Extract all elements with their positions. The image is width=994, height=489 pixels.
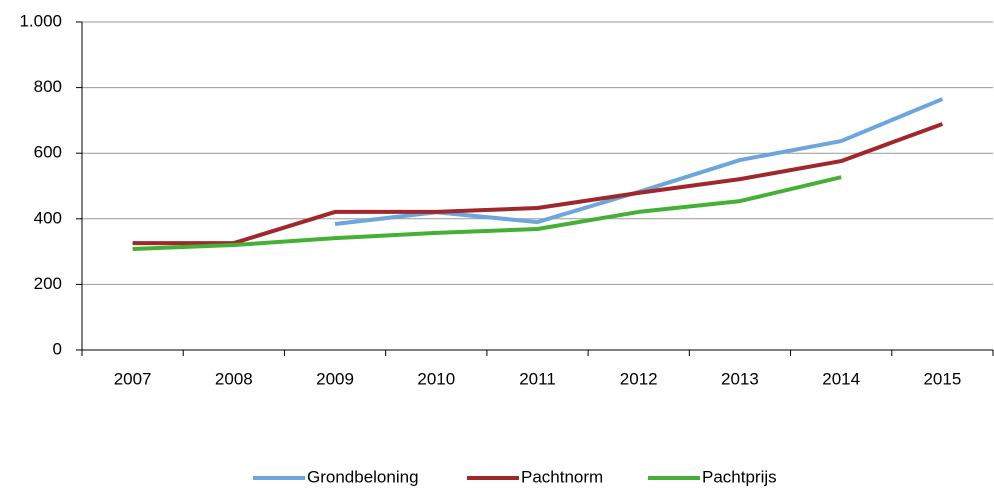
legend-label: Pachtprijs (702, 467, 777, 486)
legend-label: Grondbeloning (307, 467, 419, 486)
x-tick-label: 2008 (215, 369, 253, 388)
y-tick-label: 0 (53, 339, 62, 358)
y-tick-label: 200 (34, 274, 62, 293)
x-tick-label: 2011 (519, 369, 556, 388)
y-tick-label: 800 (34, 77, 62, 96)
x-tick-label: 2015 (923, 369, 961, 388)
x-tick-label: 2010 (417, 369, 455, 388)
x-tick-label: 2009 (316, 369, 354, 388)
x-tick-label: 2007 (114, 369, 152, 388)
y-tick-label: 1.000 (19, 11, 62, 30)
series-line (132, 122, 944, 246)
y-tick-label: 400 (34, 208, 62, 227)
y-tick-label: 600 (34, 143, 62, 162)
x-tick-label: 2013 (721, 369, 759, 388)
x-tick-label: 2014 (822, 369, 860, 388)
legend-label: Pachtnorm (521, 467, 603, 486)
series-line (132, 175, 842, 251)
x-tick-label: 2012 (620, 369, 658, 388)
series-line (334, 97, 944, 227)
